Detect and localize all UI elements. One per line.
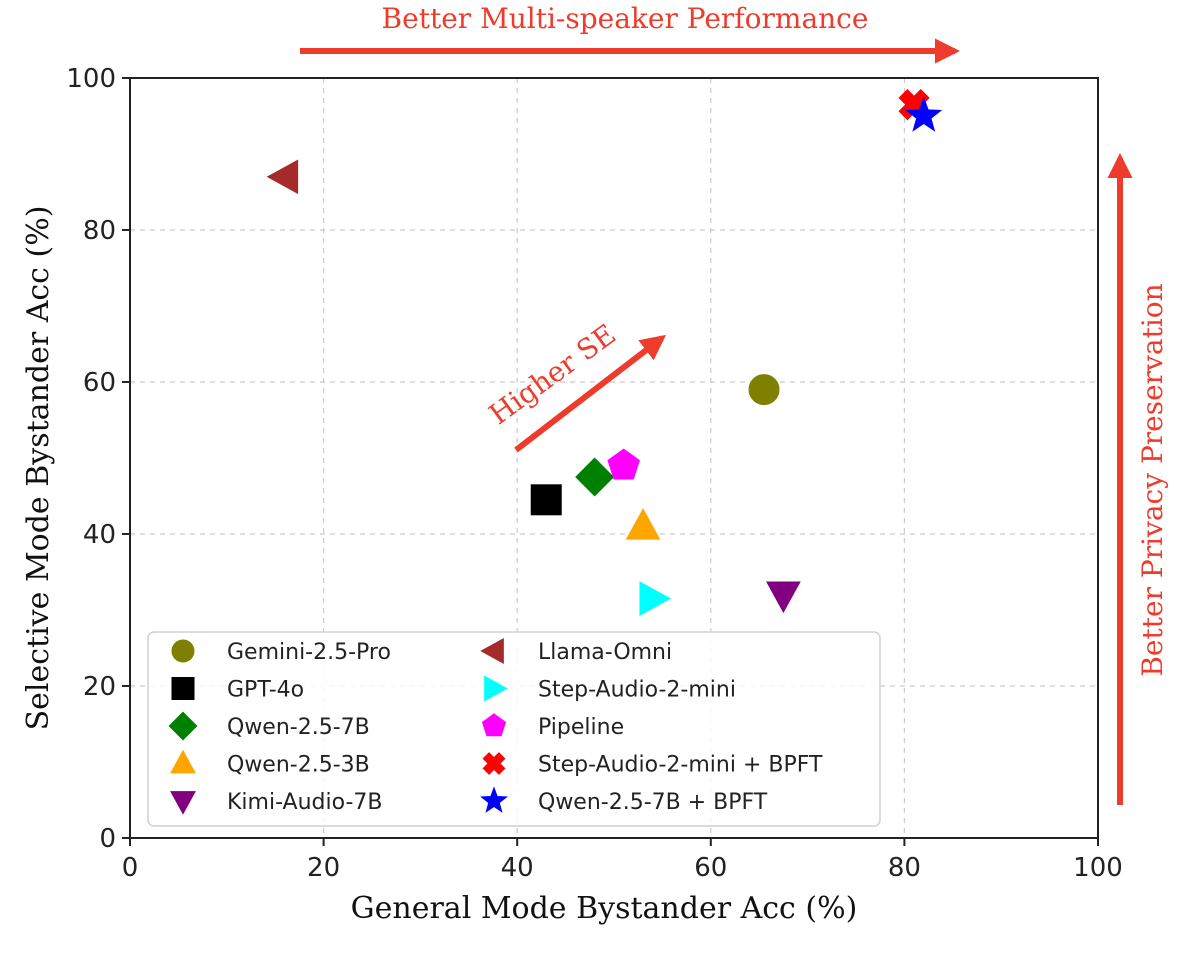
legend-marker [168, 711, 198, 741]
legend: Gemini-2.5-Pro GPT-4o Qwen-2.5-7B Qwen-2.5-… [147, 631, 881, 827]
point-kimi-audio-7b [766, 581, 801, 614]
multi-speaker-annotation: Better Multi-speaker Performance [382, 2, 869, 35]
legend-marker [482, 752, 506, 775]
higher-se-arrow [514, 334, 666, 453]
point-llama-omni [266, 159, 299, 195]
x-tick-label: 80 [888, 853, 921, 883]
legend-marker [484, 675, 508, 702]
point-pipeline [607, 448, 640, 480]
privacy-annotation: Better Privacy Preservation [1136, 283, 1169, 676]
legend-label: Step-Audio-2-mini [538, 678, 736, 703]
legend-label: Kimi-Audio-7B [227, 790, 383, 815]
legend-box [147, 631, 881, 827]
legend-marker [170, 749, 196, 774]
legend-marker [171, 677, 195, 700]
legend-label: Pipeline [538, 715, 624, 740]
point-gpt-4o [530, 484, 562, 516]
point-qwen-2-5-7b-bpft [905, 96, 943, 132]
plot-area-frame [129, 77, 1099, 839]
x-tick-label: 20 [307, 853, 340, 883]
x-tick-label: 0 [122, 853, 139, 883]
y-axis-label: Selective Mode Bystander Acc (%) [21, 206, 56, 731]
legend-label: Step-Audio-2-mini + BPFT [538, 753, 823, 778]
x-tick-label: 60 [694, 853, 727, 883]
point-qwen-2-5-7b [575, 457, 615, 497]
higher-se-annotation: Higher SE [483, 318, 622, 432]
legend-label: Qwen-2.5-7B + BPFT [538, 790, 768, 815]
legend-marker [481, 713, 507, 737]
y-tick-label: 100 [66, 64, 116, 94]
legend-marker [171, 639, 195, 663]
legend-marker [480, 638, 504, 664]
data-points [266, 89, 943, 616]
legend-marker [170, 791, 196, 815]
point-step-audio-2-mini [639, 581, 672, 616]
legend-marker-bar [482, 752, 506, 775]
legend-label: Qwen-2.5-7B [227, 715, 370, 740]
x-tick-label: 100 [1073, 853, 1123, 883]
x-tick-label: 40 [501, 853, 534, 883]
point-gemini-2-5-pro [748, 374, 780, 406]
point-step-audio-2-mini-bpft-bar [898, 89, 930, 121]
point-qwen-2-5-3b [625, 508, 661, 540]
legend-label: Gemini-2.5-Pro [227, 640, 391, 665]
y-tick-label: 60 [83, 368, 116, 398]
y-tick-label: 80 [83, 216, 116, 246]
legend-label: Llama-Omni [538, 640, 672, 665]
y-tick-label: 20 [83, 672, 116, 702]
legend-marker [480, 786, 508, 813]
x-axis-label: General Mode Bystander Acc (%) [351, 891, 858, 926]
y-tick-label: 0 [99, 824, 116, 854]
y-tick-label: 40 [83, 520, 116, 550]
legend-label: GPT-4o [227, 678, 304, 703]
axis-ticks: 0 20 40 60 80 100 0 20 40 60 80 100 [66, 64, 1122, 883]
legend-label: Qwen-2.5-3B [227, 753, 370, 778]
